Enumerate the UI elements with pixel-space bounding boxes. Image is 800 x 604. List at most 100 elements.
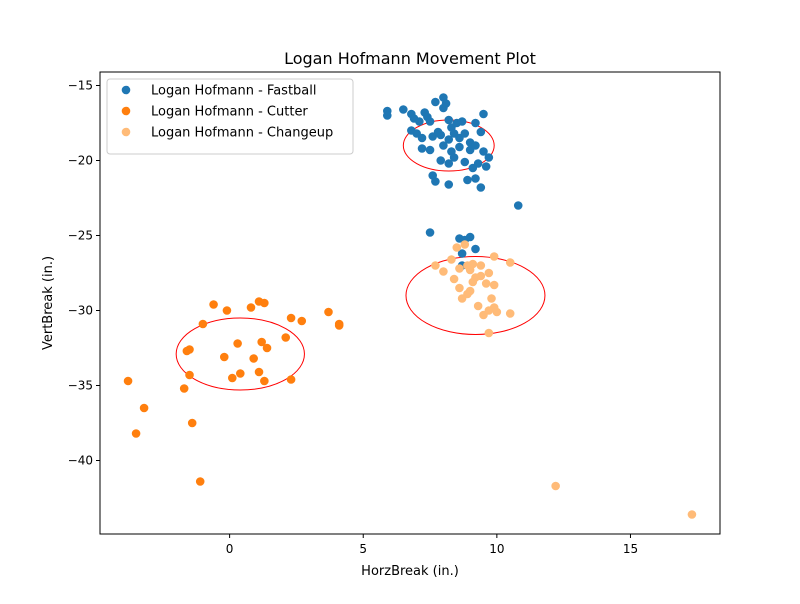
data-point (471, 141, 480, 150)
data-point (479, 147, 488, 156)
data-point (431, 177, 440, 186)
data-point (471, 174, 480, 183)
data-point (471, 244, 480, 254)
series-changeup (431, 240, 697, 519)
data-point (254, 367, 264, 377)
data-point (465, 232, 475, 242)
legend-marker (121, 127, 131, 137)
data-point (457, 117, 467, 126)
series-fastball (382, 93, 523, 270)
data-point (417, 144, 427, 153)
data-point (425, 117, 435, 126)
data-point (449, 153, 459, 162)
data-point (481, 162, 491, 171)
legend-label: Logan Hofmann - Cutter (151, 105, 308, 120)
data-point (513, 201, 523, 210)
data-point (444, 115, 454, 125)
data-point (297, 316, 307, 326)
data-point (455, 142, 464, 152)
data-point (286, 313, 296, 323)
data-point (505, 258, 515, 267)
data-point (179, 384, 189, 393)
data-point (131, 429, 141, 438)
data-point (468, 277, 478, 287)
data-point (460, 157, 470, 167)
data-point (551, 481, 560, 491)
data-point (476, 261, 486, 270)
data-point (687, 510, 697, 519)
data-point (436, 130, 446, 140)
data-point (460, 240, 470, 249)
data-point (236, 369, 245, 378)
data-point (233, 339, 242, 348)
data-point (505, 309, 515, 318)
data-point (492, 307, 502, 317)
data-point (139, 403, 149, 413)
legend-box (106, 78, 354, 155)
data-point (439, 267, 448, 276)
x-tick-label: 5 (359, 542, 367, 556)
series-cutter (123, 297, 344, 486)
chart-title: Logan Hofmann Movement Plot (284, 49, 536, 68)
data-point (476, 271, 486, 281)
data-point (209, 300, 218, 309)
data-point (479, 310, 488, 320)
data-point (431, 261, 440, 270)
legend-label: Logan Hofmann - Changeup (151, 126, 333, 141)
data-point (463, 175, 472, 185)
data-point (198, 319, 208, 329)
y-tick-label: −30 (68, 304, 93, 318)
y-axis: −40 −35 −30 −25 −20 −15 (68, 79, 100, 468)
data-point (382, 111, 392, 120)
data-point (449, 274, 459, 284)
data-point (476, 183, 486, 192)
data-point (182, 346, 192, 356)
data-point (281, 333, 291, 342)
data-point (324, 307, 333, 317)
data-point (484, 328, 494, 338)
data-point (262, 343, 272, 353)
y-tick-label: −20 (68, 154, 93, 168)
data-point (441, 99, 451, 108)
data-point (425, 145, 435, 155)
data-point (473, 159, 483, 168)
data-point (222, 306, 232, 315)
data-point (465, 286, 475, 296)
data-point (439, 141, 448, 150)
x-axis-label: HorzBreak (in.) (361, 564, 459, 579)
data-point (415, 117, 424, 126)
data-point (471, 118, 480, 128)
data-point (444, 180, 454, 189)
data-point (249, 354, 258, 363)
data-point (457, 294, 467, 303)
legend-label: Logan Hofmann - Fastball (151, 84, 317, 99)
y-tick-label: −25 (68, 229, 93, 243)
data-point (425, 228, 435, 237)
legend-marker (121, 106, 131, 116)
data-point (334, 321, 344, 330)
data-point (286, 375, 296, 384)
data-point (481, 279, 491, 288)
data-point (227, 373, 237, 383)
data-point (487, 294, 496, 303)
data-point (489, 252, 499, 261)
data-point (444, 159, 454, 168)
data-point (436, 156, 446, 165)
data-point (123, 376, 133, 386)
ellipse-changeup (405, 256, 546, 335)
data-point (444, 135, 454, 144)
data-point (484, 153, 494, 162)
data-point (417, 133, 427, 143)
data-point (484, 268, 494, 278)
plot-area-frame (99, 71, 721, 535)
y-axis-label: VertBreak (in.) (41, 256, 56, 350)
data-point (219, 352, 229, 362)
data-point (260, 376, 269, 386)
x-tick-label: 0 (226, 542, 234, 556)
data-point (465, 265, 475, 275)
x-tick-label: 15 (623, 542, 638, 556)
data-point (399, 105, 408, 114)
data-point (195, 477, 205, 486)
y-tick-label: −15 (68, 79, 93, 93)
